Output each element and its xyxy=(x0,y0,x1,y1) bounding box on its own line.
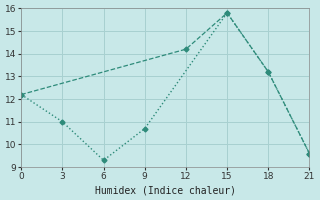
X-axis label: Humidex (Indice chaleur): Humidex (Indice chaleur) xyxy=(95,185,236,195)
